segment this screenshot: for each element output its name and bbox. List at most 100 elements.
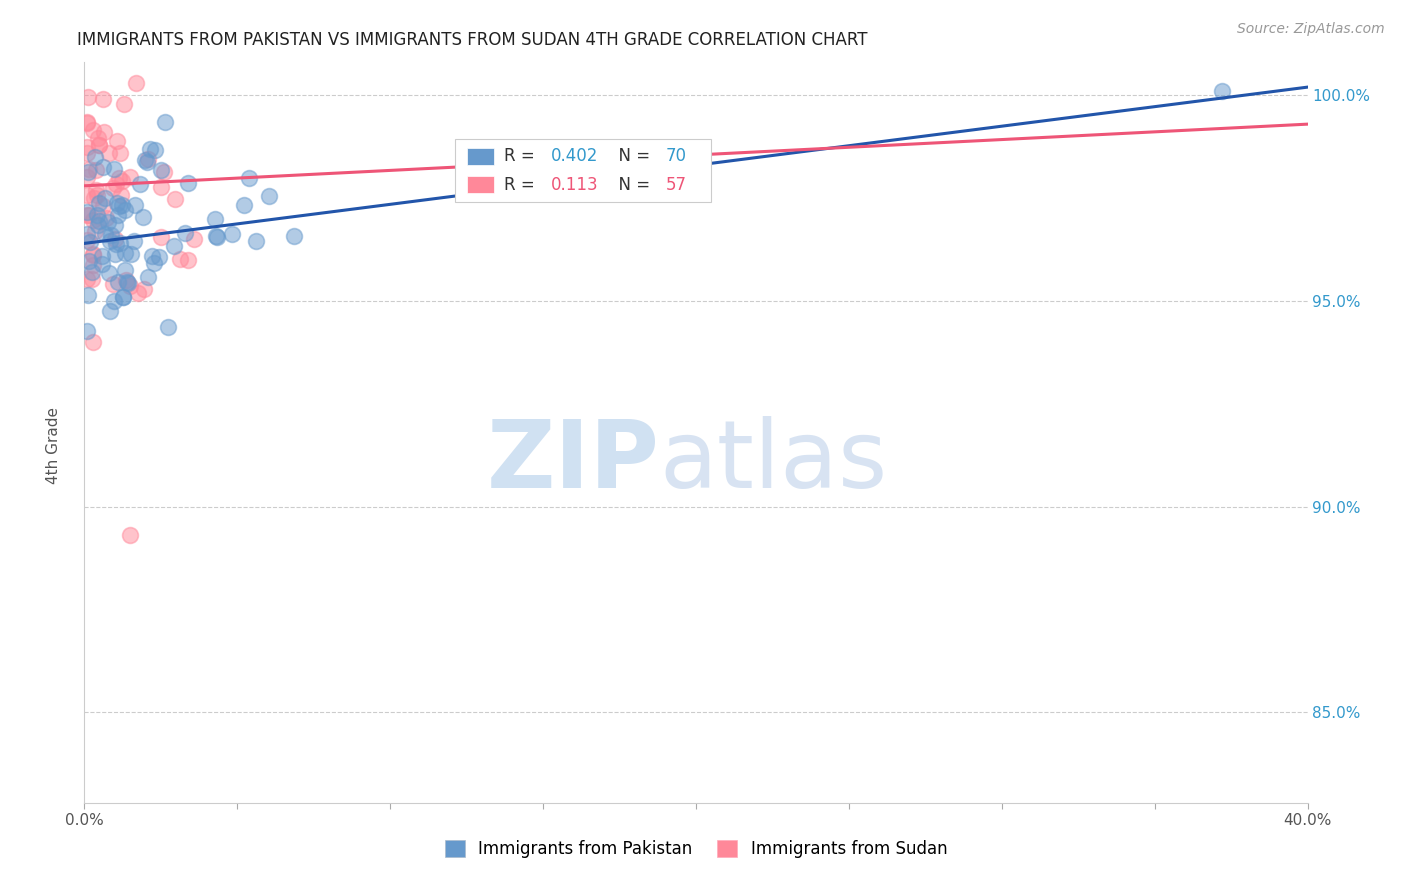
Point: [76, 169, 98, 184]
Point: [105, 237, 128, 252]
Point: [93, 125, 115, 139]
Text: N =: N =: [607, 147, 655, 165]
Point: [111, 290, 134, 304]
Point: [98, 234, 121, 248]
Point: [87, 131, 110, 145]
Point: [76, 324, 98, 338]
Point: [204, 212, 226, 227]
Point: [77, 254, 100, 268]
Point: [1211, 84, 1233, 98]
Point: [103, 246, 125, 260]
Point: [107, 208, 129, 222]
Point: [149, 180, 172, 194]
Point: [82, 248, 104, 262]
Point: [221, 227, 243, 241]
Point: [177, 176, 200, 190]
Point: [104, 232, 127, 246]
Point: [112, 97, 135, 112]
Point: [86, 188, 108, 202]
Point: [84, 224, 107, 238]
Point: [107, 195, 129, 210]
Point: [101, 180, 124, 194]
Point: [118, 170, 141, 185]
Point: [127, 285, 149, 300]
Point: [91, 199, 114, 213]
FancyBboxPatch shape: [467, 148, 494, 165]
Text: Source: ZipAtlas.com: Source: ZipAtlas.com: [1237, 22, 1385, 37]
Point: [245, 234, 267, 248]
Point: [110, 198, 132, 212]
FancyBboxPatch shape: [456, 138, 710, 202]
Point: [205, 230, 228, 244]
Point: [114, 203, 136, 218]
Point: [76, 140, 98, 154]
Point: [156, 319, 179, 334]
Point: [165, 193, 187, 207]
Point: [136, 152, 159, 166]
Point: [82, 264, 104, 278]
Point: [132, 282, 155, 296]
Point: [77, 165, 100, 179]
Point: [205, 229, 228, 244]
Point: [76, 115, 98, 129]
Point: [83, 191, 105, 205]
Point: [98, 267, 121, 281]
Point: [117, 277, 139, 291]
Point: [139, 142, 162, 156]
Point: [82, 246, 104, 260]
Point: [90, 249, 112, 263]
Point: [87, 137, 110, 152]
Point: [86, 219, 108, 233]
Point: [110, 188, 132, 202]
Point: [84, 150, 107, 164]
Point: [76, 116, 98, 130]
Point: [176, 252, 198, 267]
Point: [76, 89, 98, 103]
Point: [122, 234, 145, 248]
Point: [79, 208, 101, 222]
Point: [76, 208, 98, 222]
Text: 57: 57: [665, 176, 686, 194]
Point: [150, 229, 173, 244]
Point: [105, 134, 128, 148]
Text: 4th Grade: 4th Grade: [46, 408, 60, 484]
Point: [103, 162, 125, 177]
Point: [93, 227, 115, 242]
Point: [136, 154, 159, 169]
Point: [76, 146, 98, 161]
Point: [77, 161, 100, 176]
Point: [104, 178, 127, 192]
Point: [153, 114, 176, 128]
Point: [100, 227, 122, 242]
Point: [108, 199, 131, 213]
Text: N =: N =: [607, 176, 655, 194]
Point: [134, 153, 156, 168]
Point: [107, 275, 129, 289]
Point: [94, 191, 117, 205]
Point: [82, 335, 104, 350]
Point: [104, 218, 127, 232]
Point: [108, 171, 131, 186]
Point: [115, 272, 138, 286]
Point: [108, 146, 131, 161]
Point: [114, 263, 136, 277]
Point: [153, 165, 176, 179]
Point: [283, 228, 305, 243]
Point: [97, 215, 120, 229]
Legend: Immigrants from Pakistan, Immigrants from Sudan: Immigrants from Pakistan, Immigrants fro…: [439, 833, 953, 865]
Point: [101, 277, 124, 291]
Point: [118, 279, 141, 293]
Point: [76, 232, 98, 246]
Point: [87, 214, 110, 228]
Point: [124, 197, 146, 211]
Text: ZIP: ZIP: [486, 417, 659, 508]
Point: [149, 162, 172, 177]
Point: [114, 246, 136, 260]
Point: [87, 196, 110, 211]
Text: R =: R =: [503, 176, 540, 194]
Point: [233, 198, 256, 212]
Text: IMMIGRANTS FROM PAKISTAN VS IMMIGRANTS FROM SUDAN 4TH GRADE CORRELATION CHART: IMMIGRANTS FROM PAKISTAN VS IMMIGRANTS F…: [77, 31, 868, 49]
Point: [82, 258, 104, 272]
Point: [76, 227, 98, 241]
Point: [120, 528, 142, 542]
